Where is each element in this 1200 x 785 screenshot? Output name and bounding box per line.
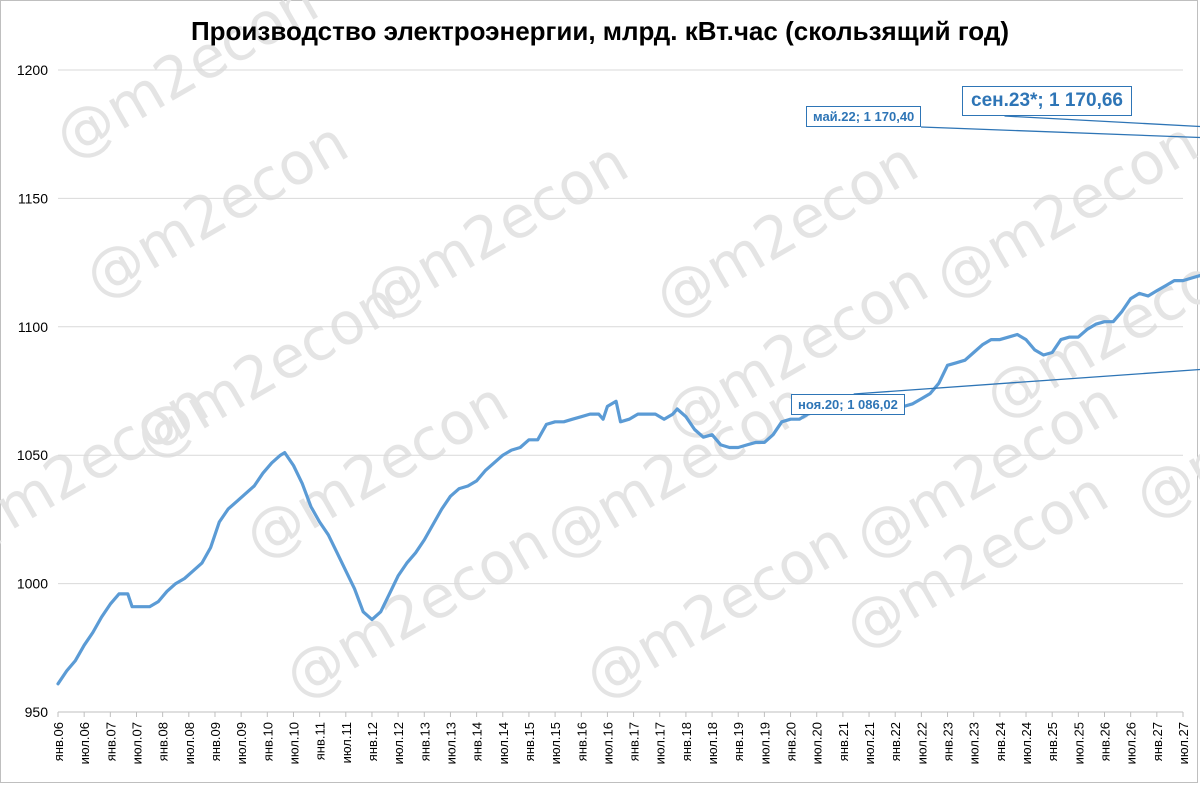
annotation-leader — [920, 126, 1200, 139]
x-tick-label: янв.23 — [941, 722, 956, 761]
x-tick-label: янв.17 — [627, 722, 642, 761]
x-tick-label: июл.14 — [496, 722, 511, 764]
x-tick-label: янв.09 — [208, 722, 223, 761]
x-axis: янв.06 июл.06 янв.07 июл.07 янв.08 июл.08 янв.… — [51, 712, 1191, 764]
y-tick-label: 1050 — [17, 447, 48, 463]
series-layer — [56, 273, 1200, 686]
x-tick-label: янв.08 — [156, 722, 171, 761]
annotation-leaders — [853, 115, 1200, 395]
x-tick-label: июл.27 — [1176, 722, 1191, 764]
x-tick-label: янв.14 — [470, 722, 485, 761]
y-tick-label: 1150 — [18, 190, 48, 206]
x-tick-label: июл.06 — [77, 722, 92, 764]
x-tick-label: янв.18 — [679, 722, 694, 761]
x-tick-label: янв.22 — [888, 722, 903, 761]
y-tick-label: 1200 — [17, 62, 48, 78]
x-tick-label: июл.12 — [391, 722, 406, 764]
x-tick-label: янв.15 — [522, 722, 537, 761]
x-tick-label: июл.23 — [967, 722, 982, 764]
x-tick-label: янв.26 — [1098, 722, 1113, 761]
annotation-last-sep23: сен.23*; 1 170,66 — [962, 86, 1132, 116]
x-tick-label: июл.17 — [653, 722, 668, 764]
x-tick-label: июл.20 — [810, 722, 825, 764]
series-line — [56, 273, 1200, 686]
x-tick-label: июл.13 — [443, 722, 458, 764]
y-tick-label: 1100 — [18, 319, 48, 335]
x-tick-label: июл.22 — [914, 722, 929, 764]
x-tick-label: июл.21 — [862, 722, 877, 764]
x-tick-label: июл.24 — [1019, 722, 1034, 764]
x-tick-label: янв.06 — [51, 722, 66, 761]
x-tick-label: июл.08 — [182, 722, 197, 764]
x-tick-label: июл.26 — [1124, 722, 1139, 764]
x-tick-label: янв.12 — [365, 722, 380, 761]
annotation-low-nov20: ноя.20; 1 086,02 — [791, 394, 905, 415]
x-tick-label: июл.16 — [600, 722, 615, 764]
x-tick-label: июл.10 — [286, 722, 301, 764]
x-tick-label: июл.19 — [757, 722, 772, 764]
y-tick-label: 1000 — [17, 576, 48, 592]
x-tick-label: янв.11 — [313, 722, 328, 760]
x-tick-label: янв.27 — [1150, 722, 1165, 761]
x-tick-label: янв.21 — [836, 722, 851, 761]
x-tick-label: янв.13 — [417, 722, 432, 761]
x-tick-label: янв.16 — [574, 722, 589, 761]
x-tick-label: июл.15 — [548, 722, 563, 764]
x-tick-label: янв.25 — [1045, 722, 1060, 761]
annotation-leader — [1004, 115, 1200, 128]
x-tick-label: янв.20 — [784, 722, 799, 761]
x-tick-label: янв.07 — [103, 722, 118, 761]
x-tick-label: янв.19 — [731, 722, 746, 761]
x-tick-label: июл.09 — [234, 722, 249, 764]
y-axis: 950 1000 1050 1100 1150 1200 — [17, 62, 48, 720]
x-tick-label: янв.10 — [260, 722, 275, 761]
annotation-peak-may22: май.22; 1 170,40 — [806, 106, 922, 127]
x-tick-label: июл.11 — [339, 722, 354, 763]
y-tick-label: 950 — [25, 704, 49, 720]
x-tick-label: июл.18 — [705, 722, 720, 764]
x-tick-label: июл.07 — [129, 722, 144, 764]
watermark-text: @m2econ — [353, 128, 639, 332]
x-tick-label: янв.24 — [993, 722, 1008, 761]
annotation-leader — [853, 368, 1200, 395]
x-tick-label: июл.25 — [1071, 722, 1086, 764]
grid-lines — [58, 69, 1183, 713]
chart-title: Производство электроэнергии, млрд. кВт.ч… — [190, 16, 1010, 46]
